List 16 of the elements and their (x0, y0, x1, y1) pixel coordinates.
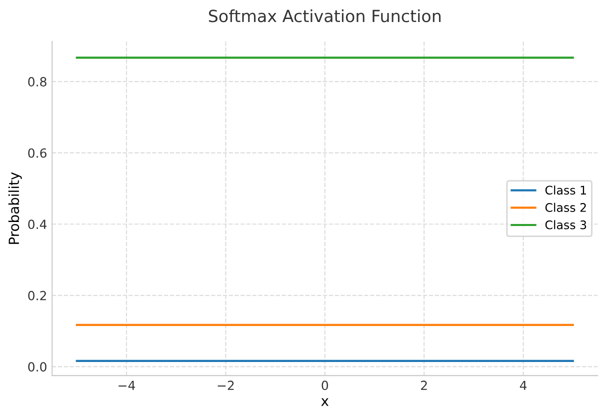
y-axis-title: Probability (8, 172, 22, 244)
x-tick-label: 4 (520, 380, 527, 390)
legend-label: Class 1 (545, 185, 586, 195)
chart-title: Softmax Activation Function (208, 9, 441, 22)
legend-label: Class 3 (545, 220, 586, 230)
x-axis-title: x (321, 398, 329, 406)
y-tick-label: 0.2 (28, 290, 46, 300)
y-tick-label: 0.4 (28, 220, 47, 230)
legend-label: Class 2 (545, 202, 586, 212)
x-tick-label: 0 (322, 380, 328, 390)
x-tick-label: 2 (421, 380, 427, 390)
y-tick-label: 0.6 (28, 148, 46, 158)
x-tick-label: −2 (218, 380, 234, 390)
y-tick-label: 0.0 (28, 362, 46, 372)
y-tick-label: 0.8 (28, 77, 46, 87)
x-tick-label: −4 (118, 380, 136, 390)
